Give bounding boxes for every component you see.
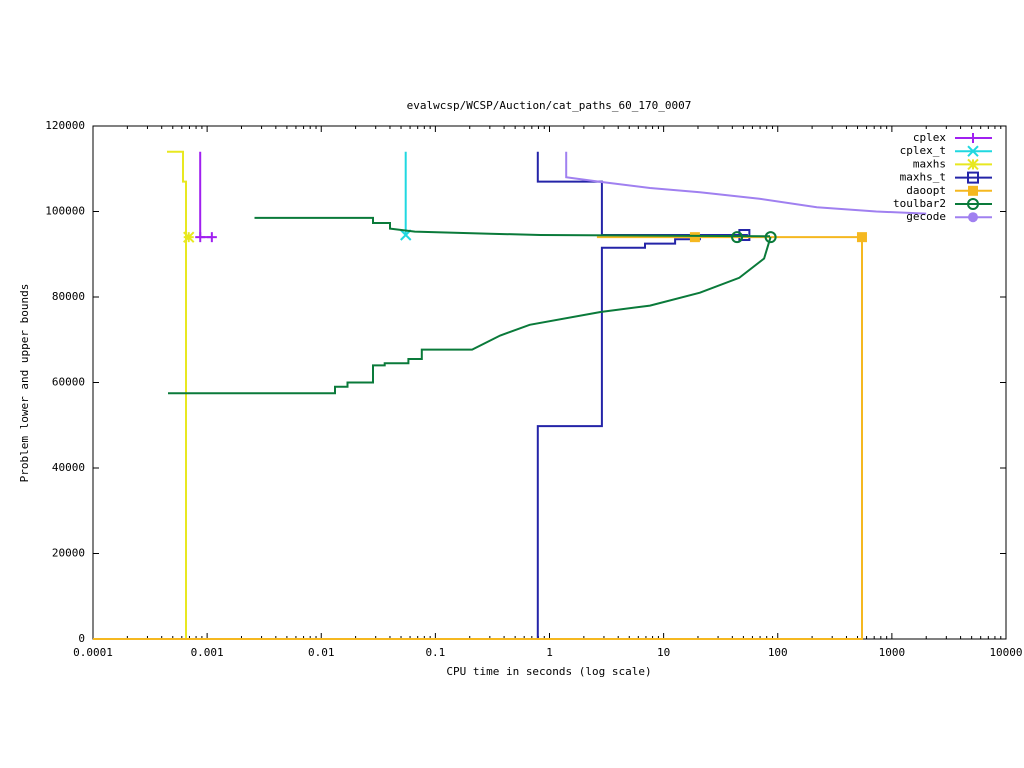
y-tick-label: 60000	[52, 376, 85, 389]
marker	[968, 185, 978, 196]
marker	[731, 231, 744, 244]
marker	[764, 231, 777, 244]
marker	[738, 229, 751, 242]
x-tick-label: 100	[768, 646, 788, 659]
marker-part	[689, 232, 700, 243]
x-tick-label: 10000	[989, 646, 1022, 659]
legend-label: cplex	[913, 131, 946, 144]
marker	[856, 232, 867, 243]
marker	[967, 158, 979, 171]
marker	[968, 133, 978, 143]
marker	[967, 145, 979, 157]
legend-label: toulbar2	[893, 197, 946, 210]
series-line	[93, 236, 863, 640]
marker	[689, 232, 700, 243]
marker	[967, 171, 979, 184]
series-line	[168, 216, 772, 395]
x-axis-label: CPU time in seconds (log scale)	[446, 665, 651, 678]
series-line	[167, 150, 187, 639]
marker	[206, 232, 217, 243]
marker-part	[967, 198, 979, 210]
y-tick-label: 100000	[45, 205, 85, 218]
x-tick-label: 0.1	[425, 646, 445, 659]
marker-part	[183, 231, 195, 243]
x-tick-label: 0.0001	[73, 646, 113, 659]
marker	[195, 232, 206, 243]
legend-label: cplex_t	[900, 144, 946, 157]
y-tick-label: 80000	[52, 290, 85, 303]
legend-label: maxhs_t	[900, 171, 946, 184]
marker-part	[856, 232, 867, 243]
marker	[968, 212, 978, 223]
marker-part	[967, 158, 979, 171]
legend-label: maxhs	[913, 157, 946, 170]
marker	[183, 231, 195, 243]
y-tick-label: 120000	[45, 119, 85, 132]
y-tick-label: 0	[78, 632, 85, 645]
x-tick-label: 1000	[879, 646, 906, 659]
marker-part	[967, 145, 979, 157]
y-axis-label: Problem lower and upper bounds	[18, 284, 31, 483]
series-line	[565, 151, 927, 215]
x-tick-label: 10	[657, 646, 670, 659]
legend-label: daoopt	[906, 184, 946, 197]
marker-part	[764, 231, 777, 244]
x-tick-label: 1	[546, 646, 553, 659]
marker-part	[967, 171, 979, 184]
y-tick-label: 20000	[52, 547, 85, 560]
marker-part	[968, 212, 978, 223]
x-tick-label: 0.001	[191, 646, 224, 659]
x-tick-label: 0.01	[308, 646, 335, 659]
marker-part	[738, 229, 751, 242]
legend-label: gecode	[906, 210, 946, 223]
y-tick-label: 40000	[52, 461, 85, 474]
marker-part	[968, 185, 978, 196]
chart-title: evalwcsp/WCSP/Auction/cat_paths_60_170_0…	[407, 99, 692, 112]
marker	[967, 198, 979, 210]
marker-part	[731, 231, 744, 244]
